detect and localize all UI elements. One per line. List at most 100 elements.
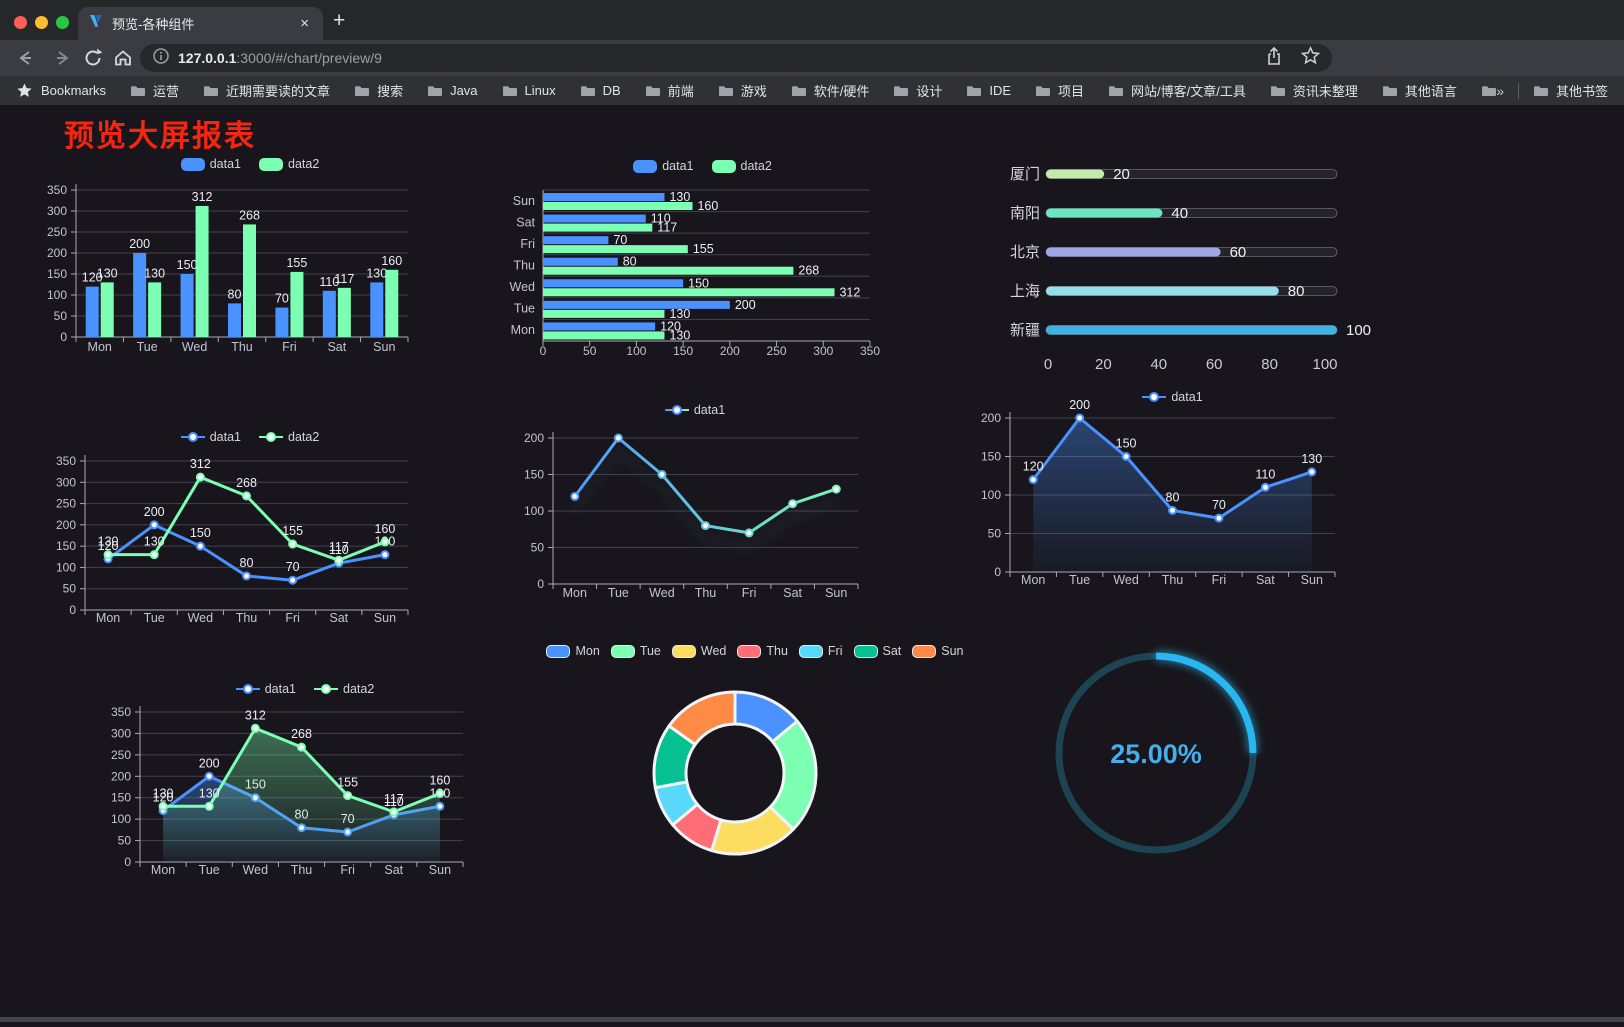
close-window-button[interactable] — [14, 16, 27, 29]
svg-text:100: 100 — [1312, 356, 1337, 373]
bookmark-folder[interactable]: 前端 — [645, 81, 694, 100]
legend-item-data1[interactable]: data1 — [633, 159, 694, 173]
legend-item-data2[interactable]: data2 — [259, 430, 319, 444]
bottom-strip — [0, 1017, 1624, 1022]
legend-item-tue[interactable]: Tue — [610, 644, 661, 658]
legend-item-thu[interactable]: Thu — [737, 644, 788, 658]
svg-text:Wed: Wed — [510, 280, 536, 294]
bookmark-folder[interactable]: Linux — [502, 83, 556, 98]
bookmark-folder-label: 游戏 — [740, 84, 767, 99]
bookmark-folder[interactable]: 项目 — [1035, 81, 1084, 100]
url-host: 127.0.0.1 — [178, 50, 237, 66]
legend-item-sun[interactable]: Sun — [912, 644, 964, 658]
bookmark-folder[interactable]: PHP — [1481, 83, 1496, 98]
url-text: 127.0.0.1:3000/#/chart/preview/9 — [178, 50, 382, 66]
svg-text:Sat: Sat — [329, 611, 348, 625]
svg-text:80: 80 — [240, 556, 254, 570]
bookmark-folder[interactable]: 软件/硬件 — [791, 81, 869, 100]
chart-area-two-series: 0 50 100 150 200 250 300 350 Mon Tue Wed Thu Fri Sat S… — [95, 672, 515, 897]
svg-text:100: 100 — [111, 812, 131, 826]
svg-text:350: 350 — [47, 183, 67, 197]
bookmark-folder[interactable]: DB — [580, 83, 621, 98]
svg-text:155: 155 — [693, 242, 714, 256]
svg-text:70: 70 — [613, 233, 627, 247]
legend-item-data2[interactable]: data2 — [314, 682, 374, 696]
reload-icon[interactable] — [82, 47, 104, 69]
svg-text:150: 150 — [190, 526, 211, 540]
svg-text:厦门: 厦门 — [1010, 166, 1040, 183]
bookmark-folder[interactable]: Java — [427, 83, 478, 98]
svg-text:Sat: Sat — [783, 586, 802, 600]
legend-item-data1[interactable]: data1 — [180, 157, 241, 171]
zoom-window-button[interactable] — [56, 16, 69, 29]
favicon — [88, 13, 104, 34]
svg-text:312: 312 — [839, 285, 860, 299]
browser-tab[interactable]: 预览-各种组件 × — [78, 7, 323, 40]
svg-text:Thu: Thu — [291, 863, 313, 877]
bookmark-folder[interactable]: IDE — [966, 83, 1011, 98]
bookmark-folder[interactable]: 近期需要读的文章 — [203, 81, 330, 100]
legend-marker — [633, 159, 658, 173]
folder-icon — [1036, 86, 1051, 96]
legend-item-data1[interactable]: data1 — [1142, 390, 1203, 404]
folder-icon — [428, 86, 443, 96]
legend-item-wed[interactable]: Wed — [671, 644, 726, 658]
legend-item-data1[interactable]: data1 — [180, 430, 241, 444]
svg-text:50: 50 — [63, 582, 77, 596]
legend-item-data1[interactable]: data1 — [235, 682, 296, 696]
svg-text:200: 200 — [524, 431, 544, 445]
svg-text:200: 200 — [199, 756, 220, 770]
minimize-window-button[interactable] — [35, 16, 48, 29]
legend-item-mon[interactable]: Mon — [546, 644, 600, 658]
other-bookmarks-folder[interactable]: 其他书签 — [1533, 81, 1608, 100]
bookmark-folder[interactable]: 搜索 — [354, 81, 403, 100]
bookmark-star-icon[interactable] — [1300, 45, 1321, 70]
legend-label: Mon — [575, 644, 600, 658]
legend-item-fri[interactable]: Fri — [798, 644, 843, 658]
new-tab-button[interactable]: + — [333, 9, 346, 32]
svg-text:60: 60 — [1206, 356, 1223, 373]
svg-text:150: 150 — [688, 276, 709, 290]
bookmark-folder[interactable]: 网站/博客/文章/工具 — [1108, 81, 1246, 100]
page-title: 预览大屏报表 — [64, 120, 256, 153]
folder-icon — [131, 86, 146, 96]
legend-label: data2 — [740, 159, 772, 173]
svg-text:Tue: Tue — [608, 586, 629, 600]
legend-label: data2 — [343, 682, 375, 696]
address-bar[interactable]: 127.0.0.1:3000/#/chart/preview/9 — [140, 44, 1332, 72]
bookmarks-root[interactable]: Bookmarks — [16, 82, 106, 99]
svg-text:北京: 北京 — [1010, 244, 1040, 261]
chart-legend: data1 data2 — [40, 157, 460, 171]
back-icon[interactable] — [14, 47, 36, 69]
legend-marker — [314, 684, 338, 694]
share-icon[interactable] — [1265, 46, 1283, 71]
bookmarks-overflow-chevron[interactable]: » — [1496, 82, 1504, 99]
legend-item-sat[interactable]: Sat — [853, 644, 901, 658]
svg-text:155: 155 — [282, 524, 303, 538]
svg-text:50: 50 — [118, 834, 132, 848]
svg-text:110: 110 — [651, 212, 671, 226]
svg-text:Sun: Sun — [1301, 573, 1323, 587]
bookmark-folder[interactable]: 设计 — [893, 81, 942, 100]
site-info-icon[interactable] — [152, 47, 170, 70]
svg-text:350: 350 — [56, 454, 76, 468]
bookmark-folder[interactable]: 运营 — [130, 81, 179, 100]
home-icon[interactable] — [112, 47, 134, 69]
legend-label: Sun — [941, 644, 964, 658]
bookmark-folder[interactable]: 游戏 — [718, 81, 767, 100]
bookmark-folder[interactable]: 其他语言 — [1382, 81, 1457, 100]
tab-close-icon[interactable]: × — [300, 15, 309, 32]
chart-legend: data1 data2 — [505, 159, 900, 173]
bookmark-folder-label: 项目 — [1058, 84, 1085, 99]
legend-item-data2[interactable]: data2 — [711, 159, 772, 173]
folder-icon — [645, 86, 660, 96]
forward-icon[interactable] — [52, 47, 74, 69]
svg-text:Tue: Tue — [199, 863, 220, 877]
svg-text:50: 50 — [54, 309, 68, 323]
svg-text:130: 130 — [144, 535, 165, 549]
legend-item-data2[interactable]: data2 — [259, 157, 319, 171]
legend-item-data1[interactable]: data1 — [664, 403, 725, 417]
bookmark-folder[interactable]: 资讯未整理 — [1270, 81, 1358, 100]
svg-text:Mon: Mon — [88, 340, 112, 354]
